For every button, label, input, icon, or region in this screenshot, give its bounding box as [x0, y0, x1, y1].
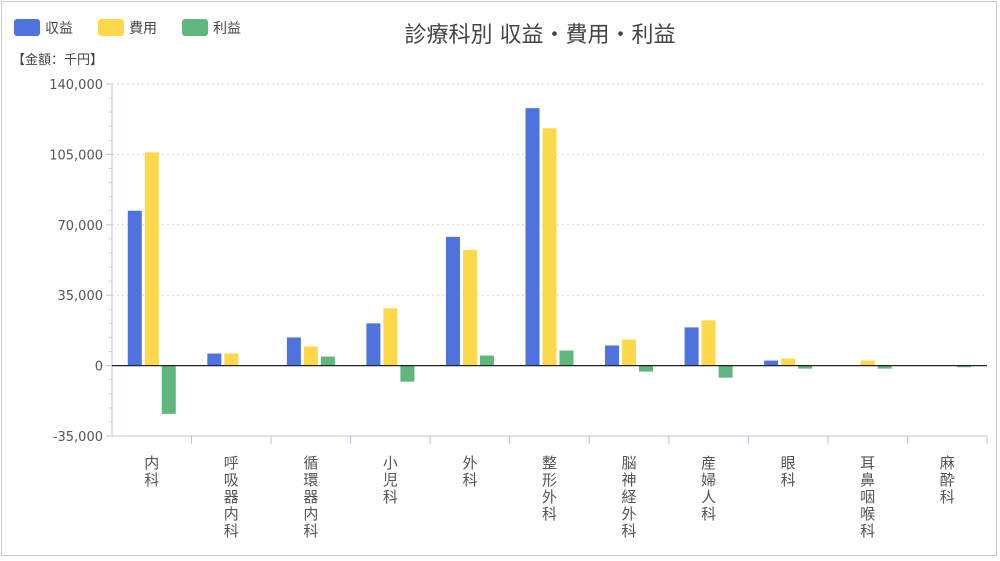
bar-4-0[interactable]	[445, 236, 460, 366]
x-tick-label: 呼吸器内科	[224, 454, 239, 540]
y-tick-label: -35,000	[53, 430, 103, 445]
bar-1-1[interactable]	[224, 353, 239, 366]
x-tick-label: 循環器内科	[303, 454, 318, 540]
bar-6-1[interactable]	[622, 339, 637, 366]
x-tick-label: 耳鼻咽喉科	[860, 454, 875, 540]
bar-9-1[interactable]	[860, 360, 875, 366]
bar-5-2[interactable]	[559, 350, 574, 366]
bar-3-1[interactable]	[383, 308, 398, 366]
bar-6-2[interactable]	[639, 365, 654, 372]
y-tick-label: 0	[95, 360, 103, 375]
x-tick-label: 小児科	[383, 454, 398, 506]
legend-label-1[interactable]: 費用	[129, 21, 157, 37]
bar-4-2[interactable]	[479, 355, 494, 366]
x-tick-label: 内科	[144, 454, 159, 489]
legend-swatch-1[interactable]	[98, 19, 124, 36]
x-tick-label: 眼科	[781, 454, 796, 489]
x-tick-label: 外科	[462, 454, 477, 489]
y-tick-label: 140,000	[49, 78, 103, 93]
legend-label-2[interactable]: 利益	[213, 21, 241, 37]
bar-7-2[interactable]	[718, 365, 733, 378]
bar-3-2[interactable]	[400, 365, 415, 382]
x-tick-label: 脳神経外科	[622, 454, 637, 540]
legend-swatch-0[interactable]	[14, 19, 40, 36]
bar-10-2[interactable]	[957, 365, 972, 368]
bar-1-0[interactable]	[207, 353, 222, 366]
bar-8-0[interactable]	[764, 360, 779, 366]
bar-6-0[interactable]	[605, 345, 620, 366]
y-tick-label: 70,000	[58, 219, 104, 234]
bar-2-1[interactable]	[303, 346, 318, 366]
x-axis: 内科 呼吸器内科 循環器内科 小児科 外科 整形外科 脳神経外科 産婦人科 眼科 耳鼻咽喉科 麻酔科	[112, 365, 988, 540]
bar-5-0[interactable]	[525, 108, 540, 366]
unit-label: 【金額：千円】	[12, 52, 103, 68]
x-tick-label: 産婦人科	[701, 454, 716, 523]
bar-5-1[interactable]	[542, 128, 557, 366]
legend-swatch-2[interactable]	[182, 19, 208, 36]
bar-7-0[interactable]	[684, 327, 699, 366]
bar-2-0[interactable]	[286, 337, 301, 366]
bar-0-0[interactable]	[127, 210, 142, 366]
x-tick-label: 整形外科	[542, 454, 557, 523]
bar-2-2[interactable]	[320, 356, 335, 366]
bar-7-1[interactable]	[701, 320, 716, 366]
bar-0-2[interactable]	[161, 365, 176, 414]
bars	[127, 108, 972, 414]
bar-8-2[interactable]	[798, 365, 813, 369]
chart-title: 診療科別 収益・費用・利益	[405, 23, 676, 48]
bar-9-2[interactable]	[877, 365, 892, 369]
y-tick-label: 35,000	[58, 289, 104, 304]
bar-4-1[interactable]	[462, 249, 477, 366]
legend: 収益 費用 利益	[14, 19, 241, 37]
bar-0-1[interactable]	[144, 152, 159, 366]
y-tick-label: 105,000	[49, 148, 103, 163]
y-axis: -35,000 0 35,000 70,000 105,000 140,000	[49, 78, 113, 445]
bar-8-1[interactable]	[781, 358, 796, 366]
legend-label-0[interactable]: 収益	[45, 21, 73, 37]
bar-3-0[interactable]	[366, 323, 381, 366]
gridlines	[112, 83, 987, 296]
x-tick-label: 麻酔科	[940, 454, 955, 506]
